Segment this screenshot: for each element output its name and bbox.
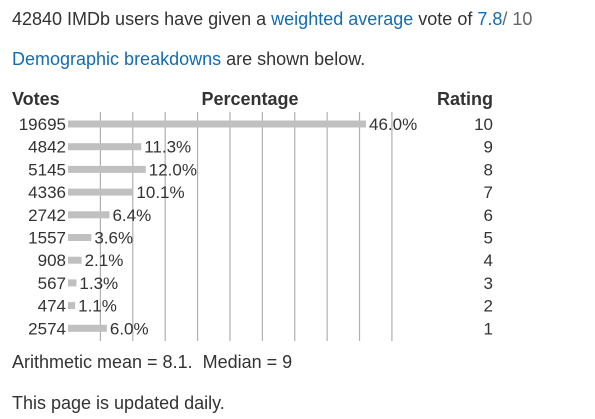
- vote-count: 1557: [28, 229, 66, 248]
- percent-label: 46.0%: [369, 115, 417, 134]
- rating-row: 567 1.3% 3: [38, 274, 493, 293]
- rating-bar: [68, 302, 76, 310]
- percent-label: 2.1%: [85, 251, 124, 270]
- percent-label: 11.3%: [144, 138, 191, 157]
- stats-line: Arithmetic mean = 8.1. Median = 9: [12, 352, 293, 372]
- rating-row: 2574 6.0% 1: [28, 319, 493, 338]
- rating-value: 1: [484, 319, 493, 338]
- rating-bar: [68, 234, 92, 241]
- rating-row: 4336 10.1% 7: [28, 183, 493, 202]
- rating-value: 7: [484, 183, 493, 202]
- rating-row: 908 2.1% 4: [38, 251, 493, 270]
- vote-count: 4842: [28, 138, 66, 157]
- percentage-header: Percentage: [201, 89, 298, 109]
- vote-count: 474: [38, 297, 66, 316]
- demographic-breakdowns-link[interactable]: Demographic breakdowns: [12, 49, 222, 69]
- percent-label: 6.0%: [110, 319, 149, 338]
- vote-count: 567: [38, 274, 66, 293]
- rating-bar: [68, 256, 82, 264]
- rating-bar: [68, 188, 134, 196]
- vote-count: 2574: [28, 319, 66, 338]
- percent-label: 10.1%: [136, 183, 184, 202]
- rating-bar: [68, 324, 107, 332]
- weighted-score: 7.8: [477, 9, 503, 29]
- percent-label: 3.6%: [94, 229, 133, 248]
- percent-label: 6.4%: [112, 206, 151, 225]
- vote-count: 2742: [28, 206, 66, 225]
- rating-value: 5: [484, 229, 493, 248]
- rating-value: 2: [484, 297, 493, 316]
- rating-row: 4842 11.3% 9: [28, 138, 493, 157]
- percent-label: 1.1%: [78, 297, 117, 316]
- vote-count: 5145: [28, 160, 66, 179]
- rating-bar: [68, 165, 146, 173]
- rating-bar: [68, 143, 142, 151]
- rating-value: 3: [484, 274, 493, 293]
- rating-value: 9: [484, 138, 493, 157]
- rating-bar: [68, 120, 366, 128]
- demographics-line: Demographic breakdowns are shown below.: [12, 49, 365, 70]
- rating-row: 5145 12.0% 8: [28, 160, 493, 179]
- score-suffix: / 10: [502, 9, 533, 29]
- percent-label: 12.0%: [149, 160, 197, 179]
- summary-line: 42840 IMDb users have given a weighted a…: [12, 9, 532, 30]
- rating-row: 1557 3.6% 5: [28, 229, 493, 248]
- percent-label: 1.3%: [79, 274, 118, 293]
- rating-bar: [68, 211, 110, 219]
- grid-lines: [99, 112, 393, 341]
- vote-count: 19695: [19, 115, 66, 134]
- footer-note: This page is updated daily.: [12, 393, 225, 413]
- rating-value: 8: [484, 160, 493, 179]
- votes-header: Votes: [12, 89, 60, 109]
- vote-count: 908: [38, 251, 66, 270]
- vote-count: 4336: [28, 183, 66, 202]
- rating-row: 2742 6.4% 6: [28, 206, 493, 225]
- rating-value: 6: [484, 206, 493, 225]
- weighted-average-link[interactable]: weighted average: [271, 9, 414, 29]
- rating-value: 4: [484, 251, 493, 270]
- demographics-suffix: are shown below.: [226, 49, 366, 69]
- summary-prefix: 42840 IMDb users have given a: [12, 9, 267, 29]
- rating-value: 10: [474, 115, 493, 134]
- rating-row: 19695 46.0% 10: [19, 115, 493, 134]
- summary-middle: vote of: [418, 9, 473, 29]
- rating-bar: [68, 279, 77, 287]
- rating-row: 474 1.1% 2: [38, 297, 493, 316]
- rating-header: Rating: [437, 89, 493, 109]
